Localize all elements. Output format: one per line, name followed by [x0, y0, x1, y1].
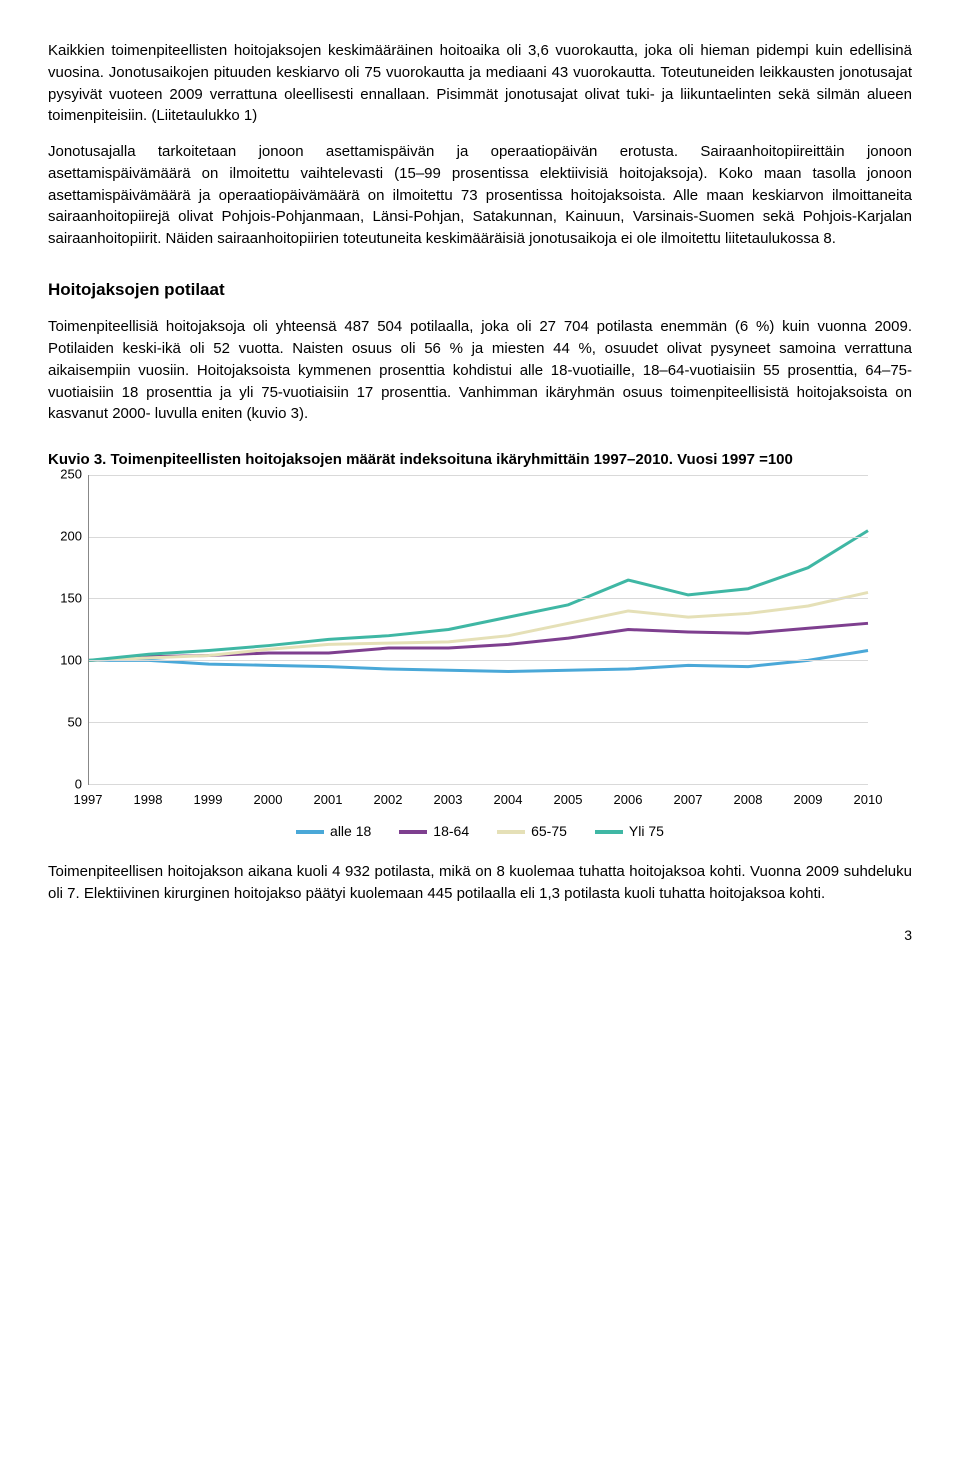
y-tick-label: 150	[60, 589, 82, 608]
page-number: 3	[48, 925, 912, 945]
legend-label: Yli 75	[629, 823, 664, 839]
paragraph-2: Jonotusajalla tarkoitetaan jonoon asetta…	[48, 141, 912, 250]
paragraph-4: Toimenpiteellisen hoitojakson aikana kuo…	[48, 861, 912, 905]
x-tick-label: 2009	[794, 791, 823, 810]
x-tick-label: 1997	[74, 791, 103, 810]
legend-swatch	[296, 830, 324, 834]
legend-swatch	[595, 830, 623, 834]
plot-area	[88, 475, 868, 785]
x-tick-label: 1999	[194, 791, 223, 810]
x-tick-label: 1998	[134, 791, 163, 810]
x-tick-label: 2000	[254, 791, 283, 810]
gridline	[89, 722, 868, 723]
x-axis: 1997199819992000200120022003200420052006…	[88, 785, 868, 815]
y-tick-label: 100	[60, 651, 82, 670]
legend-label: 65-75	[531, 823, 567, 839]
x-tick-label: 2003	[434, 791, 463, 810]
paragraph-1: Kaikkien toimenpiteellisten hoitojaksoje…	[48, 40, 912, 127]
chart-legend: alle 18 18-64 65-75 Yli 75	[48, 821, 912, 841]
line-chart: 050100150200250 199719981999200020012002…	[48, 475, 868, 815]
x-tick-label: 2004	[494, 791, 523, 810]
legend-swatch	[497, 830, 525, 834]
x-tick-label: 2002	[374, 791, 403, 810]
paragraph-3: Toimenpiteellisiä hoitojaksoja oli yhtee…	[48, 316, 912, 425]
legend-item: alle 18	[296, 821, 371, 841]
x-tick-label: 2008	[734, 791, 763, 810]
y-axis: 050100150200250	[48, 475, 88, 785]
gridline	[89, 660, 868, 661]
y-tick-label: 50	[68, 713, 82, 732]
chart-series-line	[89, 531, 868, 661]
y-tick-label: 200	[60, 527, 82, 546]
chart-title: Kuvio 3. Toimenpiteellisten hoitojaksoje…	[48, 449, 912, 471]
x-tick-label: 2006	[614, 791, 643, 810]
legend-item: 65-75	[497, 821, 567, 841]
x-tick-label: 2001	[314, 791, 343, 810]
legend-item: Yli 75	[595, 821, 664, 841]
gridline	[89, 475, 868, 476]
legend-label: 18-64	[433, 823, 469, 839]
legend-item: 18-64	[399, 821, 469, 841]
legend-label: alle 18	[330, 823, 371, 839]
section-title: Hoitojaksojen potilaat	[48, 278, 912, 303]
x-tick-label: 2007	[674, 791, 703, 810]
gridline	[89, 537, 868, 538]
gridline	[89, 598, 868, 599]
chart-lines	[89, 475, 868, 784]
y-tick-label: 250	[60, 465, 82, 484]
x-tick-label: 2010	[854, 791, 883, 810]
legend-swatch	[399, 830, 427, 834]
x-tick-label: 2005	[554, 791, 583, 810]
